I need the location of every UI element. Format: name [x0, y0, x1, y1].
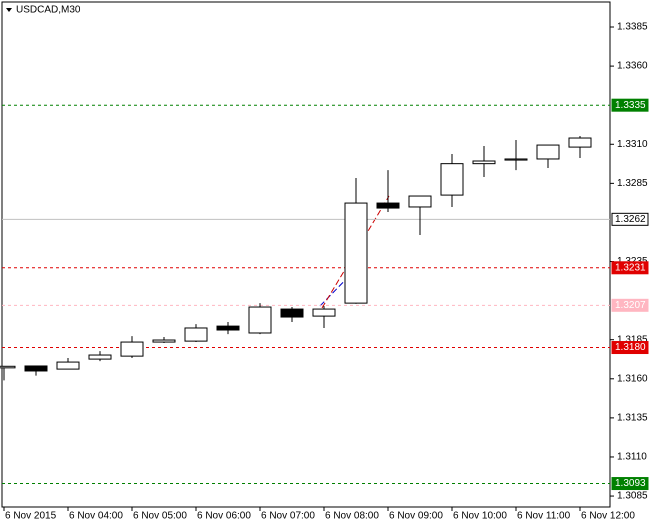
level-label: 1.3231	[615, 262, 646, 273]
candle-body	[472, 160, 496, 165]
candle-body	[120, 341, 144, 357]
candle-body	[504, 158, 528, 161]
y-tick-label: 1.3385	[617, 22, 648, 33]
candle-body	[312, 308, 336, 317]
y-tick-label: 1.3185	[617, 334, 648, 345]
candle-body	[24, 365, 48, 372]
candle-body	[568, 137, 592, 148]
menu-triangle[interactable]	[6, 8, 12, 12]
level-label: 1.3335	[615, 100, 646, 111]
level-label-box	[611, 477, 649, 491]
candle-body	[88, 354, 112, 360]
level-label-box	[611, 98, 649, 112]
plot-frame	[1, 1, 611, 508]
x-tick-label: 6 Nov 07:00	[261, 511, 315, 522]
candle-body	[536, 144, 560, 160]
level-label-box	[611, 212, 649, 226]
candle-body	[184, 327, 208, 342]
x-tick-label: 6 Nov 12:00	[581, 511, 635, 522]
x-tick-label: 6 Nov 10:00	[453, 511, 507, 522]
candle-body	[440, 163, 464, 196]
candle-body	[216, 325, 240, 331]
level-label-box	[611, 298, 649, 312]
x-tick-label: 6 Nov 04:00	[69, 511, 123, 522]
candle-body	[408, 195, 432, 208]
chart-title: USDCAD,M30	[16, 5, 81, 16]
level-label-box	[611, 261, 649, 275]
level-label: 1.3093	[615, 478, 646, 489]
x-tick-label: 6 Nov 05:00	[133, 511, 187, 522]
y-tick-label: 1.3360	[617, 61, 648, 72]
y-tick-label: 1.3310	[617, 139, 648, 150]
candle-body	[152, 339, 176, 343]
x-tick-label: 6 Nov 2015	[5, 511, 57, 522]
x-tick-label: 6 Nov 08:00	[325, 511, 379, 522]
y-tick-label: 1.3110	[617, 452, 647, 463]
candle-body	[56, 361, 80, 370]
level-label: 1.3262	[615, 214, 646, 225]
level-label: 1.3207	[615, 300, 646, 311]
level-label-box	[611, 341, 649, 355]
level-label: 1.3180	[615, 342, 646, 353]
candle-body	[248, 306, 272, 334]
y-tick-label: 1.3160	[617, 373, 648, 384]
y-tick-label: 1.3085	[617, 491, 648, 502]
x-tick-label: 6 Nov 09:00	[389, 511, 443, 522]
x-tick-label: 6 Nov 11:00	[517, 511, 571, 522]
candle-body	[0, 365, 16, 369]
candle-body	[376, 202, 400, 209]
x-tick-label: 6 Nov 06:00	[197, 511, 251, 522]
candle-body	[280, 308, 304, 318]
y-tick-label: 1.3135	[617, 413, 648, 424]
candle-body	[344, 202, 368, 304]
y-tick-label: 1.3285	[617, 178, 648, 189]
